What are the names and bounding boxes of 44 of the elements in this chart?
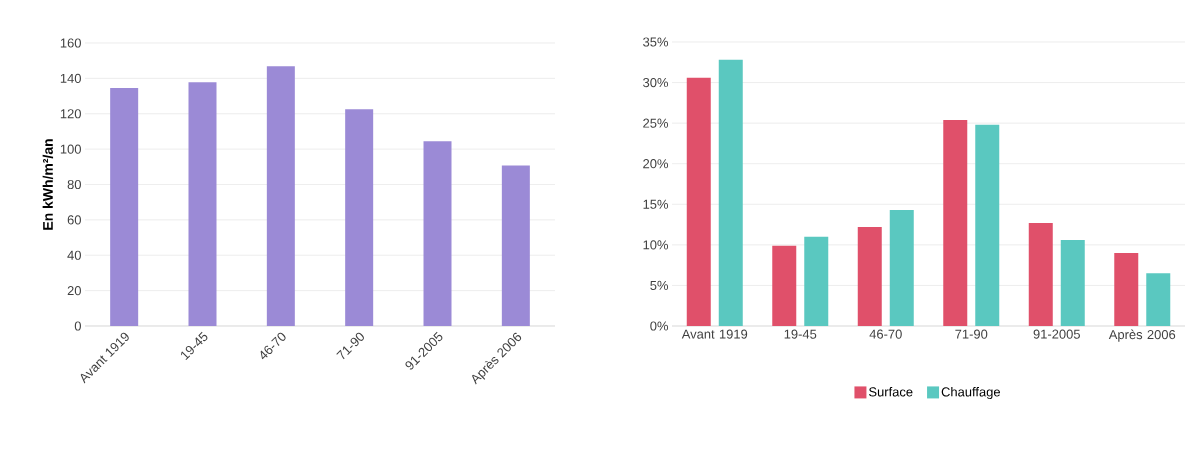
- bar: [110, 88, 139, 326]
- x-tick-label: 19-45: [784, 329, 817, 339]
- y-tick-label: 15%: [643, 199, 669, 209]
- bar: [266, 66, 295, 326]
- x-tick-label: 46-70: [869, 329, 902, 339]
- bar: [718, 59, 743, 326]
- y-tick-label: 100: [60, 144, 81, 154]
- y-tick-label: 20: [67, 286, 81, 296]
- y-tick-label: 20%: [643, 159, 669, 169]
- bar: [975, 124, 1000, 326]
- y-tick-label: 30%: [643, 77, 669, 88]
- y-tick-label: 0%: [650, 321, 669, 331]
- bar: [686, 77, 711, 326]
- x-tick-label: 71-90: [955, 329, 988, 339]
- bar: [857, 227, 882, 326]
- bar: [1060, 239, 1085, 326]
- y-tick-label: 10%: [643, 240, 669, 250]
- y-tick-label: 40: [67, 250, 81, 260]
- bar: [1146, 273, 1171, 326]
- bar: [804, 236, 829, 326]
- bar: [772, 245, 797, 326]
- bar: [889, 209, 914, 326]
- y-tick-label: 160: [60, 38, 81, 48]
- bar: [1028, 222, 1053, 326]
- x-tick-label: 91-2005: [1033, 329, 1080, 339]
- y-tick-label: 35%: [643, 37, 669, 47]
- y-tick-label: 0: [74, 321, 81, 331]
- y-axis-title: En kWh/m²/an: [42, 139, 54, 230]
- y-tick-label: 140: [60, 73, 81, 83]
- y-tick-label: 5%: [650, 280, 669, 290]
- bar: [501, 165, 530, 326]
- x-tick-label: Après 2006: [1108, 329, 1176, 342]
- legend-label: Surface: [869, 386, 913, 397]
- y-tick-label: 60: [67, 215, 81, 225]
- bar: [188, 82, 217, 326]
- bar: [423, 141, 452, 326]
- y-tick-label: 120: [60, 109, 81, 119]
- bar: [943, 119, 968, 326]
- x-tick-label: Avant 1919: [681, 329, 748, 339]
- legend-label: Chauffage: [941, 386, 1000, 400]
- bar: [1114, 252, 1139, 326]
- y-tick-label: 80: [67, 179, 81, 190]
- y-tick-label: 25%: [643, 118, 669, 128]
- bar: [345, 109, 374, 326]
